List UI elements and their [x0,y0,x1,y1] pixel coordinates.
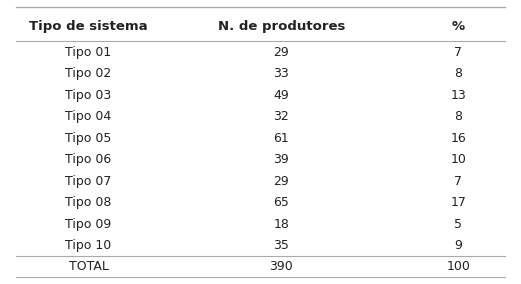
Text: Tipo 05: Tipo 05 [65,132,112,145]
Text: Tipo 09: Tipo 09 [66,218,111,231]
Text: Tipo 10: Tipo 10 [66,239,111,252]
Text: Tipo 07: Tipo 07 [65,175,112,188]
Text: 33: 33 [274,68,289,80]
Text: 16: 16 [451,132,466,145]
Text: 17: 17 [451,196,466,209]
Text: 65: 65 [274,196,289,209]
Text: 29: 29 [274,46,289,59]
Text: Tipo de sistema: Tipo de sistema [29,20,148,34]
Text: 7: 7 [454,175,463,188]
Text: 49: 49 [274,89,289,102]
Text: Tipo 08: Tipo 08 [65,196,112,209]
Text: 390: 390 [269,260,293,273]
Text: 9: 9 [454,239,463,252]
Text: 18: 18 [274,218,289,231]
Text: 10: 10 [451,153,466,166]
Text: Tipo 04: Tipo 04 [66,110,111,123]
Text: N. de produtores: N. de produtores [218,20,345,34]
Text: Tipo 01: Tipo 01 [66,46,111,59]
Text: Tipo 06: Tipo 06 [66,153,111,166]
Text: 8: 8 [454,68,463,80]
Text: %: % [452,20,465,34]
Text: 5: 5 [454,218,463,231]
Text: TOTAL: TOTAL [69,260,108,273]
Text: Tipo 02: Tipo 02 [66,68,111,80]
Text: 100: 100 [446,260,470,273]
Text: 32: 32 [274,110,289,123]
Text: 8: 8 [454,110,463,123]
Text: 61: 61 [274,132,289,145]
Text: Tipo 03: Tipo 03 [66,89,111,102]
Text: 7: 7 [454,46,463,59]
Text: 29: 29 [274,175,289,188]
Text: 35: 35 [274,239,289,252]
Text: 39: 39 [274,153,289,166]
Text: 13: 13 [451,89,466,102]
